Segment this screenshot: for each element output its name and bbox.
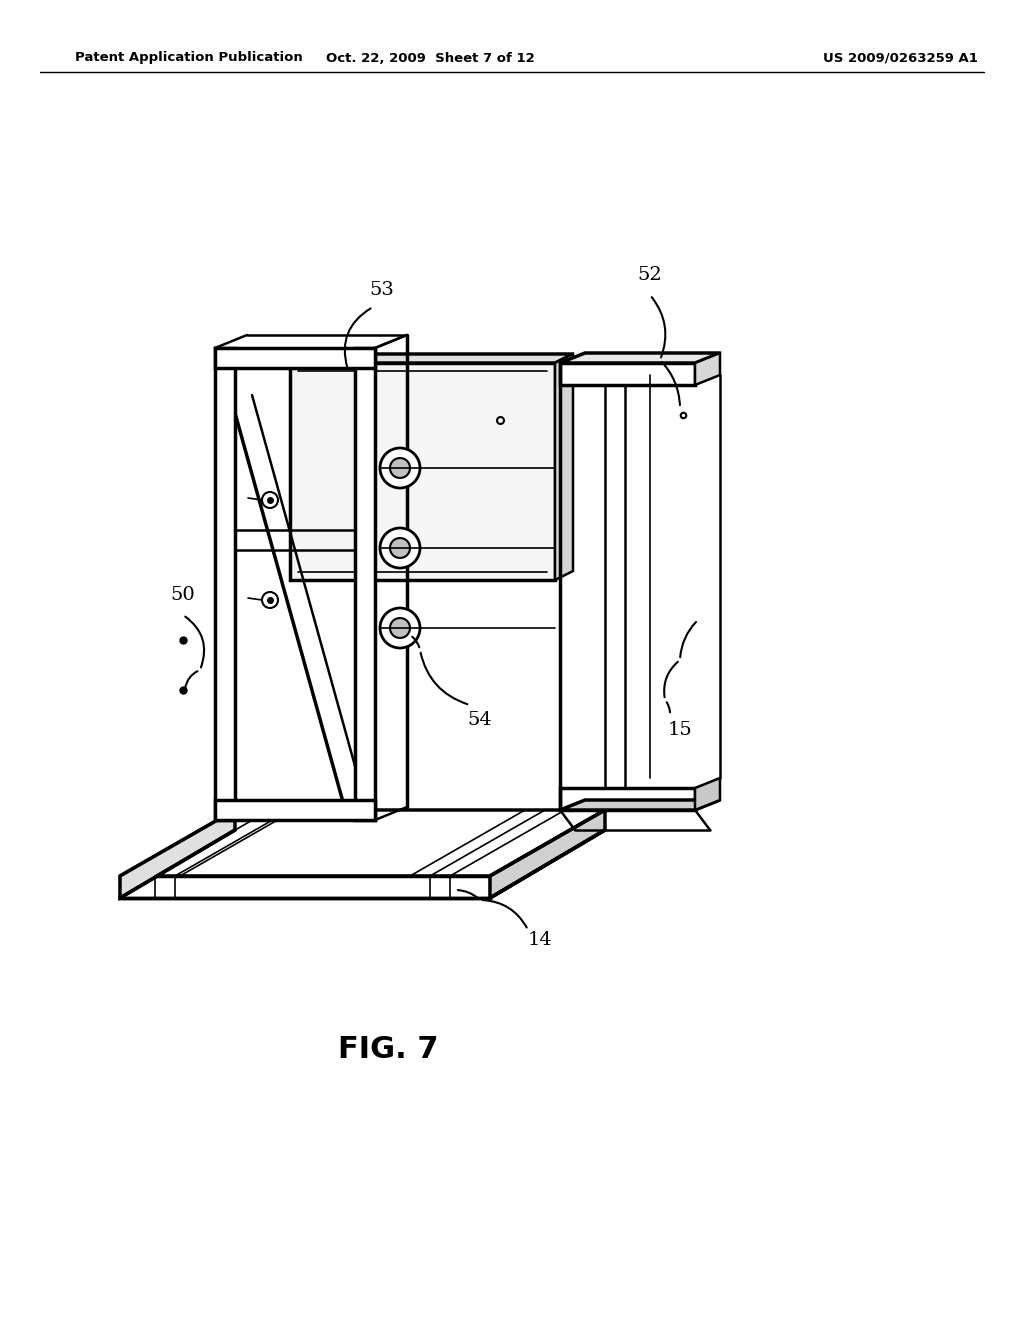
- Circle shape: [390, 618, 410, 638]
- Polygon shape: [215, 348, 375, 368]
- Polygon shape: [215, 800, 375, 820]
- Polygon shape: [120, 810, 605, 876]
- Polygon shape: [120, 876, 490, 898]
- Text: 14: 14: [527, 931, 552, 949]
- Text: Patent Application Publication: Patent Application Publication: [75, 51, 303, 65]
- Text: Oct. 22, 2009  Sheet 7 of 12: Oct. 22, 2009 Sheet 7 of 12: [326, 51, 535, 65]
- FancyArrowPatch shape: [667, 702, 670, 713]
- FancyArrowPatch shape: [662, 362, 680, 405]
- Circle shape: [380, 528, 420, 568]
- Polygon shape: [290, 363, 555, 579]
- Polygon shape: [560, 788, 695, 810]
- FancyArrowPatch shape: [421, 652, 467, 704]
- Polygon shape: [490, 810, 605, 898]
- Polygon shape: [560, 800, 720, 810]
- Polygon shape: [560, 363, 695, 385]
- Polygon shape: [215, 348, 234, 820]
- Text: US 2009/0263259 A1: US 2009/0263259 A1: [822, 51, 978, 65]
- FancyArrowPatch shape: [185, 671, 198, 688]
- Polygon shape: [560, 352, 720, 363]
- FancyArrowPatch shape: [482, 900, 526, 928]
- Polygon shape: [695, 352, 720, 385]
- FancyArrowPatch shape: [665, 661, 678, 697]
- FancyArrowPatch shape: [185, 616, 204, 668]
- Polygon shape: [355, 348, 375, 820]
- FancyArrowPatch shape: [680, 622, 696, 657]
- FancyArrowPatch shape: [345, 309, 371, 367]
- Text: 50: 50: [171, 586, 196, 605]
- Polygon shape: [120, 810, 234, 898]
- Circle shape: [390, 458, 410, 478]
- Circle shape: [380, 609, 420, 648]
- Text: 54: 54: [468, 711, 493, 729]
- Circle shape: [262, 591, 278, 609]
- Text: FIG. 7: FIG. 7: [338, 1035, 438, 1064]
- Circle shape: [262, 492, 278, 508]
- Polygon shape: [290, 354, 573, 363]
- Text: 15: 15: [668, 721, 692, 739]
- FancyArrowPatch shape: [413, 636, 419, 647]
- Polygon shape: [555, 354, 573, 579]
- FancyArrowPatch shape: [458, 890, 478, 898]
- Polygon shape: [695, 777, 720, 810]
- Circle shape: [380, 447, 420, 488]
- Circle shape: [390, 539, 410, 558]
- Text: 52: 52: [638, 267, 663, 284]
- Text: 53: 53: [370, 281, 394, 300]
- FancyArrowPatch shape: [651, 297, 666, 358]
